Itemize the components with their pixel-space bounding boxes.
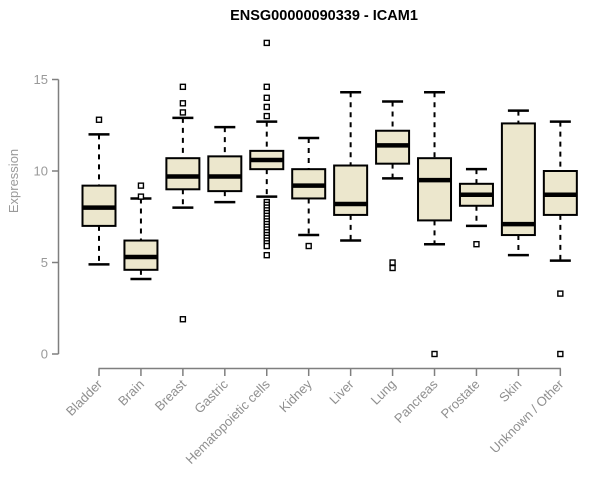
outlier-point — [431, 350, 438, 358]
box-group-hematopoietic-cells — [249, 39, 285, 259]
box-group-brain — [123, 182, 159, 281]
box-group-unknown-other — [542, 120, 578, 358]
iqr-box — [500, 122, 536, 237]
iqr-box — [417, 157, 453, 222]
outlier-point — [137, 182, 145, 189]
box-group-prostate — [458, 167, 494, 248]
category-label-unknown-other: Unknown / Other — [487, 376, 567, 456]
box-group-bladder — [81, 116, 117, 266]
category-label-breast: Breast — [152, 376, 189, 413]
outlier-point — [389, 264, 396, 272]
outlier-point — [179, 109, 187, 116]
box-group-liver — [333, 91, 369, 242]
outlier-point — [389, 259, 396, 266]
outlier-point — [557, 350, 564, 358]
category-label-kidney: Kidney — [276, 376, 315, 415]
category-label-skin: Skin — [496, 377, 524, 405]
outlier-point — [557, 290, 564, 297]
outlier-point — [263, 94, 270, 102]
category-label-liver: Liver — [326, 376, 357, 407]
box-group-gastric — [207, 125, 243, 204]
category-label-gastric: Gastric — [191, 376, 231, 416]
outlier-point — [137, 193, 145, 200]
outlier-point — [263, 251, 270, 259]
category-label-brain: Brain — [115, 377, 147, 409]
outlier-point — [95, 116, 103, 123]
y-tick-label: 0 — [41, 347, 48, 362]
outlier-point — [263, 39, 270, 47]
iqr-box — [333, 164, 369, 216]
chart-title: ENSG00000090339 - ICAM1 — [230, 8, 418, 24]
y-tick-label: 10 — [34, 164, 48, 179]
category-label-lung: Lung — [368, 377, 399, 408]
box-group-pancreas — [417, 91, 453, 358]
outlier-point — [263, 112, 270, 120]
outlier-point — [473, 240, 480, 248]
y-tick-label: 5 — [41, 255, 48, 270]
category-label-pancreas: Pancreas — [391, 376, 441, 426]
outlier-point — [263, 103, 270, 111]
outlier-point — [179, 83, 187, 91]
iqr-box — [207, 155, 243, 193]
outlier-point — [263, 83, 270, 91]
category-label-prostate: Prostate — [438, 377, 483, 422]
outlier-point — [179, 100, 187, 107]
y-tick-label: 15 — [34, 72, 48, 87]
outlier-point — [179, 316, 187, 323]
outlier-point — [263, 242, 270, 250]
outlier-point — [305, 242, 312, 250]
iqr-box — [165, 157, 201, 191]
category-label-bladder: Bladder — [63, 376, 106, 419]
box-group-breast — [165, 83, 201, 323]
box-group-skin — [500, 109, 536, 257]
box-group-kidney — [291, 136, 327, 250]
box-group-lung — [375, 100, 411, 272]
